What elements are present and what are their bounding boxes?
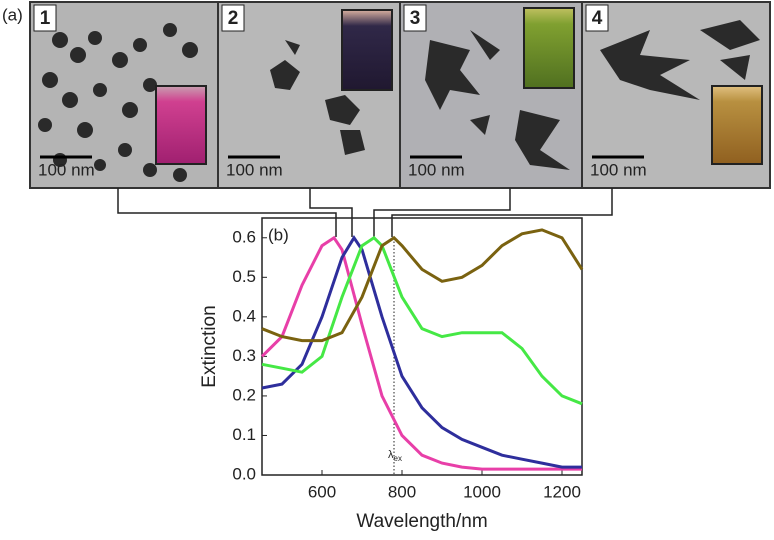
spectrum-line bbox=[261, 235, 582, 469]
vial-inset bbox=[523, 7, 575, 89]
vial-inset bbox=[155, 85, 207, 165]
panel-b-label: (b) bbox=[268, 225, 289, 244]
x-tick-label: 1200 bbox=[543, 482, 581, 501]
tem-panels bbox=[29, 1, 771, 189]
panel-number-box bbox=[403, 4, 427, 32]
scale-label: 100 nm bbox=[38, 160, 95, 179]
spectrum-line bbox=[261, 235, 583, 406]
spectrum-line bbox=[260, 235, 582, 471]
y-tick-label: 0.0 bbox=[232, 464, 256, 483]
panel-number-box bbox=[585, 4, 609, 32]
x-tick-label: 1000 bbox=[463, 482, 501, 501]
y-tick-label: 0.6 bbox=[232, 227, 256, 246]
y-tick-label: 0.3 bbox=[232, 346, 256, 365]
scale-label: 100 nm bbox=[590, 160, 647, 179]
spectrum-line bbox=[261, 228, 584, 343]
scale-label: 100 nm bbox=[408, 160, 465, 179]
panel-number: 4 bbox=[592, 8, 603, 29]
panel-number: 3 bbox=[410, 8, 421, 29]
panel-number-box bbox=[33, 4, 57, 32]
y-tick-label: 0.1 bbox=[232, 425, 256, 444]
excitation-label: λex bbox=[388, 449, 402, 463]
excitation-symbol: λ bbox=[388, 449, 394, 461]
y-tick-label: 0.4 bbox=[232, 306, 256, 325]
excitation-subscript: ex bbox=[394, 454, 402, 463]
panel-number: 1 bbox=[40, 8, 51, 29]
connectors bbox=[117, 188, 613, 237]
panel-number: 2 bbox=[228, 8, 239, 29]
y-tick-label: 0.2 bbox=[232, 385, 256, 404]
y-tick-label: 0.5 bbox=[232, 267, 256, 286]
x-tick-label: 600 bbox=[308, 482, 336, 501]
scale-label: 100 nm bbox=[226, 160, 283, 179]
y-axis-title: Extinction bbox=[199, 305, 220, 387]
panel-number-box bbox=[221, 4, 245, 32]
x-tick-label: 800 bbox=[388, 482, 416, 501]
x-axis-title: Wavelength/nm bbox=[356, 511, 487, 532]
plot-frame bbox=[261, 217, 583, 476]
vial-inset bbox=[341, 9, 393, 91]
panel-a-label: (a) bbox=[2, 5, 23, 24]
vial-inset bbox=[711, 85, 763, 165]
particles bbox=[38, 20, 760, 182]
